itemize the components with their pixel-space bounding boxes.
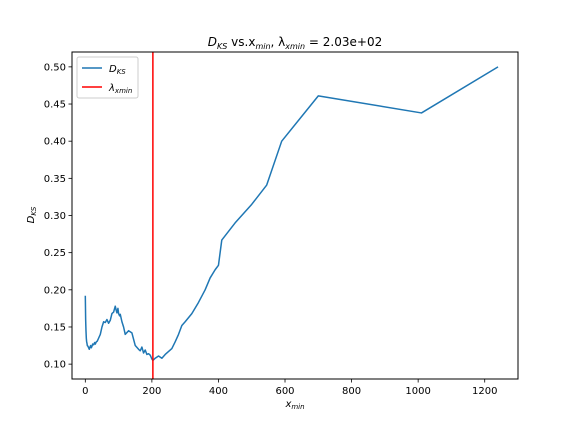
title-lambda-sub: xmin (284, 42, 305, 51)
title-prefix: D (208, 35, 217, 49)
x-axis-label-sub: min (291, 403, 304, 411)
x-tick-label: 400 (209, 386, 228, 397)
x-tick-label: 1000 (405, 386, 430, 397)
y-tick-label: 0.30 (44, 211, 66, 222)
y-axis-label-sub: KS (30, 206, 38, 216)
title-suffix: = 2.03e+02 (305, 35, 382, 49)
legend-label-lambda-main: λ (108, 83, 115, 94)
x-tick-label: 200 (142, 386, 161, 397)
title-middle-sub: min (255, 42, 270, 51)
title-middle: vs.x (227, 35, 255, 49)
y-tick-label: 0.25 (44, 248, 66, 259)
y-tick-label: 0.35 (44, 174, 66, 185)
y-tick-label: 0.40 (44, 137, 66, 148)
x-tick-label: 800 (342, 386, 361, 397)
legend-label-lambda-sub: xmin (114, 87, 132, 95)
x-tick-label: 0 (82, 386, 88, 397)
title-prefix-sub: KS (217, 42, 227, 51)
title-sep: , λ (271, 35, 286, 49)
y-tick-label: 0.15 (44, 322, 66, 333)
y-tick-label: 0.45 (44, 100, 66, 111)
y-tick-label: 0.10 (44, 360, 66, 371)
x-tick-label: 600 (275, 386, 294, 397)
legend-label-dks-sub: KS (117, 68, 127, 76)
x-tick-label: 1200 (472, 386, 497, 397)
y-tick-label: 0.50 (44, 62, 66, 73)
y-tick-label: 0.20 (44, 285, 66, 296)
legend: DKS λxmin (77, 57, 138, 98)
